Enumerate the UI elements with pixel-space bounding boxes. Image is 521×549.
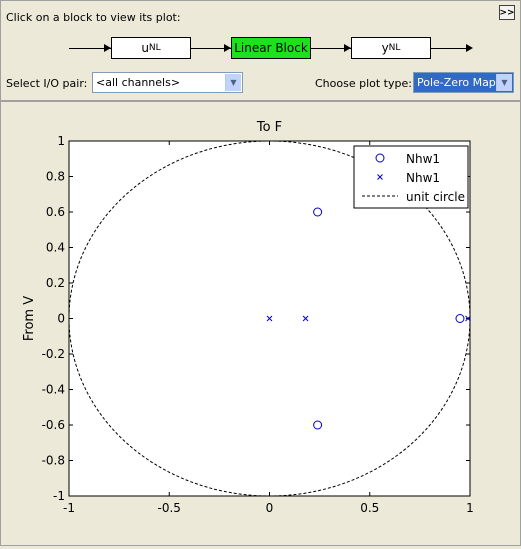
input-arrow-icon <box>104 44 111 52</box>
pole-marker <box>465 315 471 322</box>
unit-circle <box>68 140 471 497</box>
y-tick-label: -0.2 <box>42 347 65 361</box>
plot-type-label: Choose plot type: <box>315 77 412 90</box>
legend-box <box>353 145 469 209</box>
legend-entry-label: unit circle <box>406 190 465 204</box>
linear-block-label: Linear Block <box>234 41 308 55</box>
y-tick-label: 0.4 <box>46 241 65 255</box>
chevron-down-icon[interactable]: ▼ <box>225 74 241 91</box>
legend-pole-icon <box>377 174 383 180</box>
legend-entry-label: Nhw1 <box>406 171 440 185</box>
input-block-subscript: NL <box>148 43 161 53</box>
chevron-down-icon[interactable]: ▼ <box>496 74 512 91</box>
y-tick-label: 0.2 <box>46 276 65 290</box>
io-pair-label: Select I/O pair: <box>6 77 88 90</box>
x-tick-label: 0 <box>266 501 274 515</box>
linear-block[interactable]: Linear Block <box>231 37 311 59</box>
y-tick-label: 0.8 <box>46 170 65 184</box>
zero-marker <box>313 207 323 217</box>
io-pair-value: <all channels> <box>96 76 181 89</box>
y-tick-label: -0.6 <box>42 418 65 432</box>
x-tick-label: 0.5 <box>360 501 379 515</box>
y-tick-label: 1 <box>57 134 65 148</box>
zero-marker <box>313 420 323 430</box>
y-axis-label: From V <box>22 296 37 341</box>
mid-line-2 <box>311 48 351 49</box>
input-line <box>69 48 111 49</box>
io-pair-dropdown[interactable]: <all channels> ▼ <box>92 72 243 93</box>
plot-type-dropdown[interactable]: Pole-Zero Map ▼ <box>413 72 514 93</box>
y-tick-label: 0.6 <box>46 205 65 219</box>
output-line <box>431 48 467 49</box>
mid-arrow-1-icon <box>224 44 231 52</box>
mid-arrow-2-icon <box>344 44 351 52</box>
x-tick-label: -0.5 <box>158 501 181 515</box>
y-tick-label: -0.4 <box>42 383 65 397</box>
pole-marker <box>266 315 273 322</box>
output-nonlinearity-block[interactable]: y NL <box>351 37 431 59</box>
output-block-label: y <box>381 41 389 55</box>
legend-entry-label: Nhw1 <box>406 152 440 166</box>
instruction-text: Click on a block to view its plot: <box>6 11 181 24</box>
input-nonlinearity-block[interactable]: u NL <box>111 37 191 59</box>
y-tick-label: -1 <box>53 489 65 503</box>
pole-marker <box>302 315 309 322</box>
output-arrow-icon <box>466 44 473 52</box>
y-tick-label: 0 <box>57 312 65 326</box>
chart-title: To F <box>256 120 282 135</box>
plot-type-value: Pole-Zero Map <box>417 76 496 89</box>
pole-zero-plot[interactable]: -1 -0.5 0 0.5 1 1 0.8 0.6 0.4 0.2 0 -0.2 -0.4 -0.6 -0.… <box>1 102 520 545</box>
plot-panel: -1 -0.5 0 0.5 1 1 0.8 0.6 0.4 0.2 0 -0.2 -0.4 -0.6 -0.… <box>0 101 521 546</box>
y-tick-label: -0.8 <box>42 454 65 468</box>
mid-line-1 <box>191 48 231 49</box>
input-block-label: u <box>141 41 149 55</box>
x-tick-label: 1 <box>466 501 474 515</box>
x-tick-label: -1 <box>63 501 75 515</box>
legend-zero-icon <box>375 153 385 163</box>
expand-button[interactable]: >> <box>499 5 515 20</box>
output-block-subscript: NL <box>388 43 401 53</box>
zero-marker <box>455 314 465 323</box>
